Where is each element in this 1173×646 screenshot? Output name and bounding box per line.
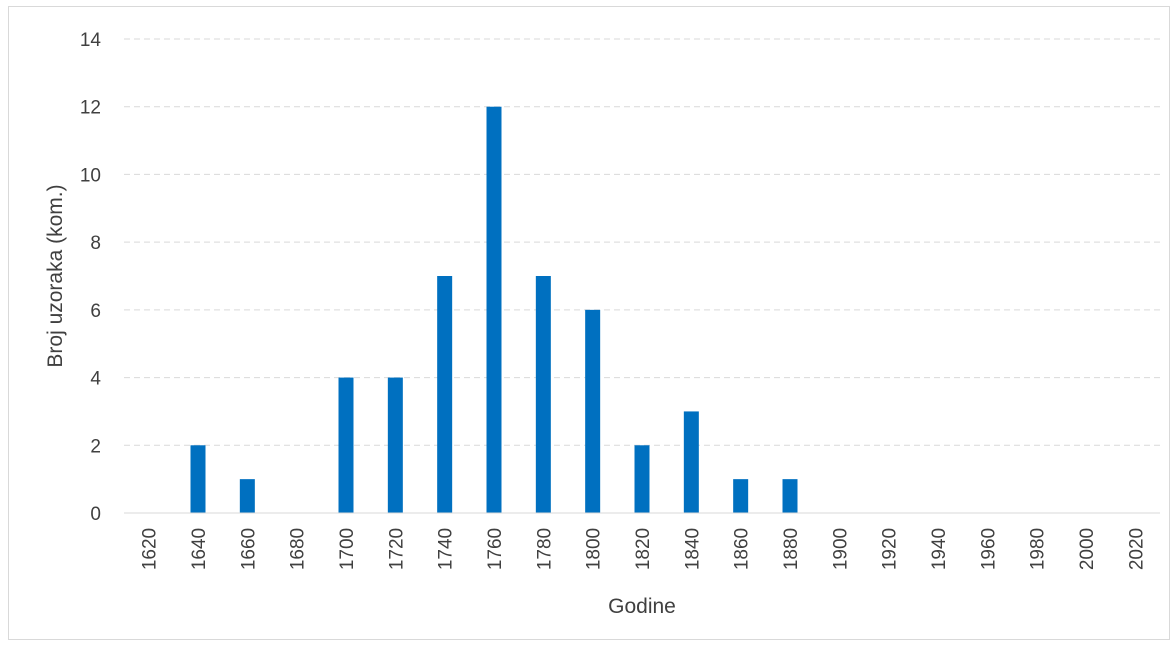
bar-1860: [733, 479, 749, 513]
x-tick-label: 1860: [732, 528, 753, 570]
x-tick-label: 1640: [189, 528, 210, 570]
x-tick-label: 1620: [140, 528, 161, 570]
x-tick-label: 1680: [288, 528, 309, 570]
bar-1720: [387, 377, 403, 513]
bar-series: [190, 106, 798, 513]
x-tick-label: 1920: [880, 528, 901, 570]
x-tick-label: 1980: [1028, 528, 1049, 570]
x-tick-label: 1660: [238, 528, 259, 570]
y-tick-label: 4: [90, 369, 101, 390]
y-tick-label: 2: [90, 436, 101, 457]
x-tick-label: 1700: [337, 528, 358, 570]
x-tick-label: 1940: [929, 528, 950, 570]
x-tick-label: 1740: [436, 528, 457, 570]
x-tick-label: 1780: [534, 528, 555, 570]
y-axis-label: Broj uzoraka (kom.): [44, 184, 67, 367]
bar-1780: [535, 276, 551, 513]
bar-1800: [585, 309, 601, 513]
x-axis-label: Godine: [608, 595, 676, 618]
bar-1760: [486, 106, 502, 513]
bar-1660: [239, 479, 255, 513]
x-tick-label: 1760: [485, 528, 506, 570]
x-tick-label: 1720: [386, 528, 407, 570]
bar-1740: [437, 276, 453, 513]
bar-1640: [190, 445, 206, 513]
y-tick-label: 8: [90, 233, 101, 254]
x-tick-label: 1820: [633, 528, 654, 570]
y-axis-ticks: 0 2 4 6 8 10 12 14: [80, 30, 102, 525]
x-tick-label: 1880: [781, 528, 802, 570]
x-tick-label: 1800: [584, 528, 605, 570]
x-axis-ticks: 1620 1640 1660 1680 1700 1720 1740 1760 1780 1800…: [140, 528, 1148, 570]
y-tick-label: 14: [80, 30, 102, 51]
bar-1880: [782, 479, 798, 513]
bar-1820: [634, 445, 650, 513]
y-tick-label: 0: [90, 504, 101, 525]
x-tick-label: 2020: [1126, 528, 1147, 570]
y-tick-label: 12: [80, 98, 101, 119]
y-tick-label: 6: [90, 301, 101, 322]
x-tick-label: 1960: [978, 528, 999, 570]
bar-1840: [683, 411, 699, 513]
x-tick-label: 2000: [1077, 528, 1098, 570]
bar-1700: [338, 377, 354, 513]
x-tick-label: 1840: [682, 528, 703, 570]
y-tick-label: 10: [80, 165, 101, 186]
gridlines: [124, 38, 1160, 446]
x-tick-label: 1900: [830, 528, 851, 570]
